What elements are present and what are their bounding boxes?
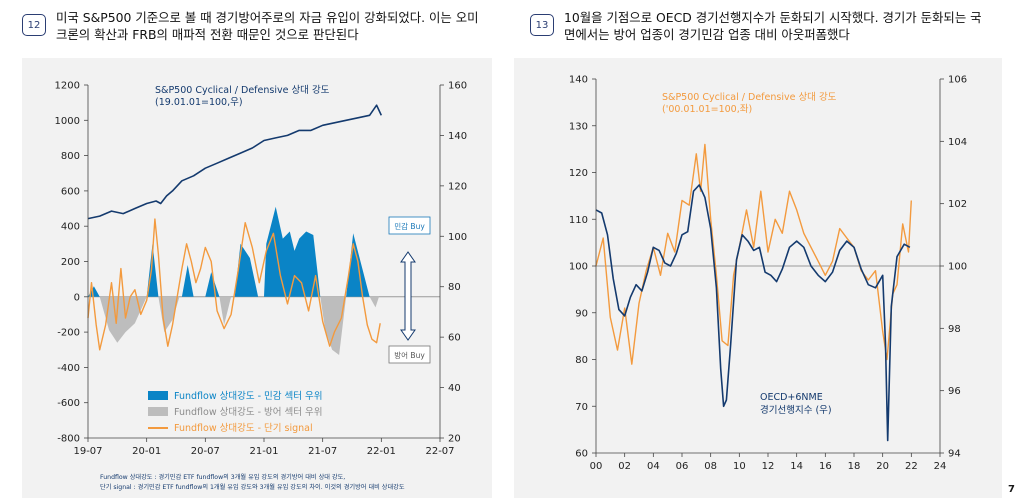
- y-right-tick-label: 20: [448, 434, 461, 445]
- x-tick-label: 21-01: [249, 446, 278, 457]
- x-tick-label: 08: [704, 461, 717, 472]
- chart-headline: 10월을 기점으로 OECD 경기선행지수가 둔화되기 시작했다. 경기가 둔화…: [564, 10, 1000, 43]
- y-right-tick-label: 160: [448, 81, 467, 92]
- plot-area: -800 -600 -400 -200 0 200 400 600 800 1000 1200 20 4…: [22, 58, 492, 498]
- y-right-tick-label: 106: [948, 75, 967, 86]
- chart-header: 12 미국 S&P500 기준으로 볼 때 경기방어주로의 자금 유입이 강화되…: [22, 10, 494, 56]
- x-tick-label: 19-07: [73, 446, 102, 457]
- x-tick-label: 16: [819, 461, 832, 472]
- y-right-tick-label: 102: [948, 199, 967, 210]
- y-left-tick-label: 1000: [55, 116, 80, 127]
- legend-defensive: Fundflow 상대강도 - 방어 섹터 우위: [174, 406, 323, 418]
- fundflow-chart: -800 -600 -400 -200 0 200 400 600 800 1000 1200 20 4…: [55, 81, 468, 492]
- chart-headline: 미국 S&P500 기준으로 볼 때 경기방어주로의 자금 유입이 강화되었다.…: [56, 10, 494, 43]
- legend-swatch-cyclical: [148, 391, 168, 400]
- plot-area: 60 70 80 90 100 110 120 130 140 94 96 98 100 102 104 10…: [514, 58, 1002, 498]
- y-left-tick-label: 600: [61, 186, 80, 197]
- defensive-buy-box: [388, 345, 431, 364]
- oecd-label-line-2: 경기선행지수 (우): [760, 404, 832, 416]
- x-tick-label: 18: [848, 461, 861, 472]
- cyclical-buy-box: [388, 216, 431, 235]
- y-left-tick-label: -800: [57, 434, 80, 445]
- y-left-tick-label: 1200: [55, 81, 80, 92]
- x-tick-label: 02: [618, 461, 631, 472]
- legend-cyclical: Fundflow 상대강도 - 민감 섹터 우위: [174, 390, 323, 402]
- y-right-tick-label: 80: [448, 282, 461, 293]
- defensive-buy-label: 방어 Buy: [394, 350, 425, 360]
- y-right-tick-label: 104: [948, 137, 967, 148]
- y-right-tick-label: 60: [448, 333, 461, 344]
- y-left-tick-label: 140: [569, 75, 588, 86]
- headline-line-2: 크론의 확산과 FRB의 매파적 전환 때문인 것으로 판단된다: [56, 26, 359, 42]
- series-label-line-1: S&P500 Cyclical / Defensive 상대 강도: [662, 92, 837, 103]
- y-left-tick-label: 110: [569, 215, 588, 226]
- x-tick-label: 20-07: [191, 446, 220, 457]
- y-right-tick-label: 96: [948, 386, 961, 397]
- y-right-tick-label: 100: [448, 232, 467, 243]
- fundflow-cyclical-area: [88, 206, 370, 297]
- y-left-tick-label: 130: [569, 121, 588, 132]
- x-tick-label: 14: [790, 461, 803, 472]
- series-label-line-1: S&P500 Cyclical / Defensive 상대 강도: [155, 85, 330, 96]
- y-right-tick-label: 94: [948, 449, 961, 460]
- x-tick-label: 10: [733, 461, 746, 472]
- oecd-cli-chart: 60 70 80 90 100 110 120 130 140 94 96 98 100 102 104 10…: [569, 75, 967, 473]
- y-right-tick-label: 40: [448, 383, 461, 394]
- legend-signal: Fundflow 상대강도 - 단기 signal: [174, 423, 313, 434]
- figure-number-badge: 12: [22, 14, 46, 36]
- y-right-tick-label: 100: [948, 262, 967, 273]
- headline-line-2: 면에서는 방어 업종이 경기민감 업종 대비 아웃퍼폼했다: [564, 26, 850, 42]
- y-left-tick-label: -400: [57, 363, 80, 374]
- headline-line-1: 10월을 기점으로 OECD 경기선행지수가 둔화되기 시작했다. 경기가 둔화…: [564, 10, 982, 25]
- fundflow-short-signal-line: [87, 218, 381, 351]
- x-tick-label: 22-07: [425, 446, 454, 457]
- chart-panel-13: 13 10월을 기점으로 OECD 경기선행지수가 둔화되기 시작했다. 경기가…: [508, 0, 1006, 498]
- x-tick-label: 06: [676, 461, 689, 472]
- y-right-tick-label: 98: [948, 324, 961, 335]
- chart-panel-12: 12 미국 S&P500 기준으로 볼 때 경기방어주로의 자금 유입이 강화되…: [0, 0, 500, 498]
- cyclical-buy-label: 민감 Buy: [394, 221, 425, 231]
- cyclical-defensive-strength-line: [87, 104, 383, 220]
- x-tick-label: 24: [934, 461, 947, 472]
- fundflow-defensive-area: [99, 296, 379, 355]
- footnote-line-1: Fundflow 상대강도 : 경기민감 ETF fundflow의 3개월 유…: [100, 473, 345, 481]
- x-tick-label: 20: [876, 461, 889, 472]
- x-tick-label: 00: [590, 461, 603, 472]
- y-left-tick-label: 70: [575, 402, 588, 413]
- x-tick-label: 20-01: [132, 446, 161, 457]
- x-tick-label: 12: [762, 461, 775, 472]
- x-tick-label: 22: [905, 461, 918, 472]
- y-left-tick-label: -200: [57, 328, 80, 339]
- y-left-tick-label: 80: [575, 355, 588, 366]
- footnote-line-2: 단기 signal : 경기민감 ETF fundflow의 1개월 유입 강도…: [100, 483, 405, 491]
- series-label-line-2: ('00.01.01=100,좌): [662, 104, 752, 115]
- x-tick-label: 22-01: [367, 446, 396, 457]
- x-tick-label: 04: [647, 461, 660, 472]
- y-left-tick-label: 400: [61, 222, 80, 233]
- y-left-tick-label: 120: [569, 168, 588, 179]
- cyclical-defensive-strength-line: [595, 143, 912, 365]
- x-tick-label: 21-07: [308, 446, 337, 457]
- chart-header: 13 10월을 기점으로 OECD 경기선행지수가 둔화되기 시작했다. 경기가…: [530, 10, 1000, 56]
- y-left-tick-label: 60: [575, 449, 588, 460]
- page-number: 7: [1008, 484, 1015, 495]
- double-arrow-icon: [400, 251, 416, 341]
- oecd-label-line-1: OECD+6NME: [760, 392, 823, 403]
- y-left-tick-label: 800: [61, 151, 80, 162]
- y-right-tick-label: 120: [448, 181, 467, 192]
- series-label-line-2: (19.01.01=100,우): [155, 97, 243, 108]
- y-left-tick-label: 100: [569, 262, 588, 273]
- y-left-tick-label: 90: [575, 308, 588, 319]
- y-left-tick-label: 200: [61, 257, 80, 268]
- headline-line-1: 미국 S&P500 기준으로 볼 때 경기방어주로의 자금 유입이 강화되었다.…: [56, 10, 479, 25]
- y-right-tick-label: 140: [448, 131, 467, 142]
- y-left-tick-label: -600: [57, 398, 80, 409]
- figure-number-badge: 13: [530, 14, 554, 36]
- oecd-leading-indicator-line: [595, 184, 911, 442]
- legend-swatch-defensive: [148, 407, 168, 416]
- y-left-tick-label: 0: [74, 292, 80, 303]
